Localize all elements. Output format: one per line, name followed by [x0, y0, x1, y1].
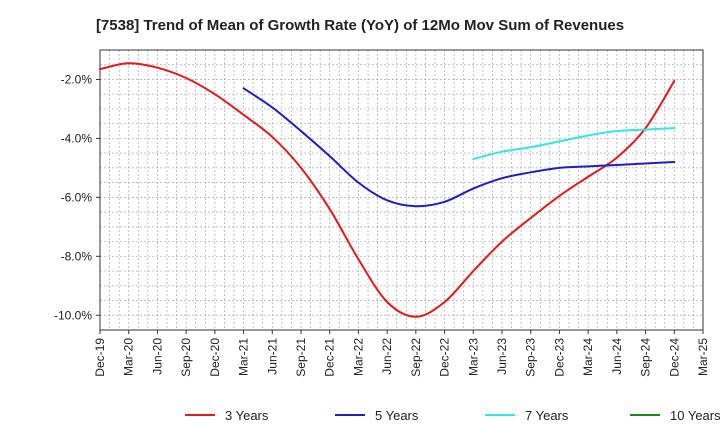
legend-label-10-years: 10 Years [670, 408, 720, 423]
series-line-5-years [242, 87, 676, 208]
legend-label-5-years: 5 Years [375, 408, 419, 423]
x-tick-label: Dec-22 [438, 338, 452, 377]
x-tick-label: Mar-23 [466, 338, 480, 376]
x-tick-label: Mar-20 [122, 338, 136, 376]
y-tick-label: -2.0% [61, 72, 93, 86]
plot-background [100, 50, 703, 330]
y-axis: -2.0% -4.0% -6.0% -8.0% -10.0% [54, 72, 100, 322]
x-tick-label: Dec-23 [552, 338, 566, 377]
legend-label-3-years: 3 Years [225, 408, 269, 423]
legend: 3 Years 5 Years 7 Years 10 Years [185, 408, 720, 423]
x-axis: Dec-19 Mar-20 Jun-20 Sep-20 Dec-20 Mar-21 Jun-… [93, 330, 710, 377]
series-line-7-years [472, 127, 676, 161]
series-layer [99, 62, 676, 318]
x-tick-label: Mar-21 [237, 338, 251, 376]
y-tick-label: -4.0% [61, 131, 93, 145]
x-tick-label: Mar-25 [696, 338, 710, 376]
x-tick-label: Mar-22 [351, 338, 365, 376]
x-tick-label: Jun-22 [380, 338, 394, 375]
x-tick-label: Mar-24 [581, 338, 595, 376]
x-tick-label: Dec-21 [323, 338, 337, 377]
legend-label-7-years: 7 Years [525, 408, 569, 423]
x-tick-label: Jun-24 [610, 338, 624, 375]
x-tick-label: Sep-23 [524, 338, 538, 377]
x-tick-label: Dec-24 [667, 338, 681, 377]
plot-frame [99, 49, 704, 331]
plot-area [99, 49, 704, 331]
x-tick-label: Sep-20 [179, 338, 193, 377]
chart-title: [7538] Trend of Mean of Growth Rate (YoY… [96, 17, 624, 34]
y-tick-label: -8.0% [61, 249, 93, 263]
x-tick-label: Sep-22 [409, 338, 423, 377]
x-tick-label: Dec-20 [208, 338, 222, 377]
y-tick-label: -6.0% [61, 190, 93, 204]
series-line-3-years [99, 62, 676, 318]
x-tick-label: Jun-23 [495, 338, 509, 375]
x-tick-label: Sep-24 [639, 338, 653, 377]
x-tick-label: Jun-20 [150, 338, 164, 375]
y-tick-label: -10.0% [54, 308, 92, 322]
x-tick-label: Sep-21 [294, 338, 308, 377]
x-tick-label: Dec-19 [93, 338, 107, 377]
x-tick-label: Jun-21 [265, 338, 279, 375]
